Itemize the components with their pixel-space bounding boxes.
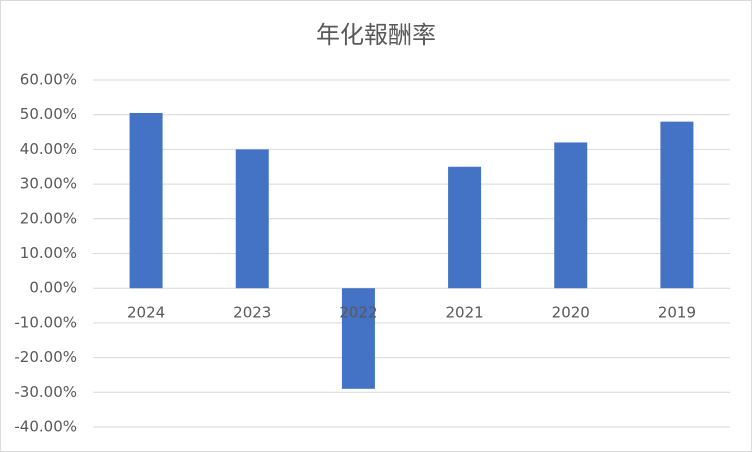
- y-tick-label: -40.00%: [14, 418, 77, 436]
- x-tick-label: 2022: [339, 304, 377, 322]
- y-tick-label: 50.00%: [20, 105, 77, 123]
- y-tick-label: 10.00%: [20, 244, 77, 262]
- bar: [341, 288, 375, 389]
- bar: [129, 112, 163, 289]
- y-tick-label: -20.00%: [14, 348, 77, 366]
- y-tick-label: 20.00%: [20, 209, 77, 227]
- bar: [554, 142, 588, 289]
- y-tick-label: 40.00%: [20, 140, 77, 158]
- bar: [448, 166, 482, 289]
- bar: [660, 121, 694, 289]
- x-tick-label: 2021: [445, 304, 483, 322]
- x-tick-label: 2024: [127, 304, 165, 322]
- x-tick-label: 2020: [552, 304, 590, 322]
- x-tick-label: 2023: [233, 304, 271, 322]
- bar: [235, 149, 269, 289]
- chart-title: 年化報酬率: [316, 21, 436, 49]
- y-tick-label: -30.00%: [14, 383, 77, 401]
- y-tick-label: 30.00%: [20, 175, 77, 193]
- x-tick-label: 2019: [658, 304, 696, 322]
- y-tick-label: 0.00%: [29, 279, 77, 297]
- y-tick-label: 60.00%: [20, 71, 77, 89]
- y-tick-label: -10.00%: [14, 313, 77, 331]
